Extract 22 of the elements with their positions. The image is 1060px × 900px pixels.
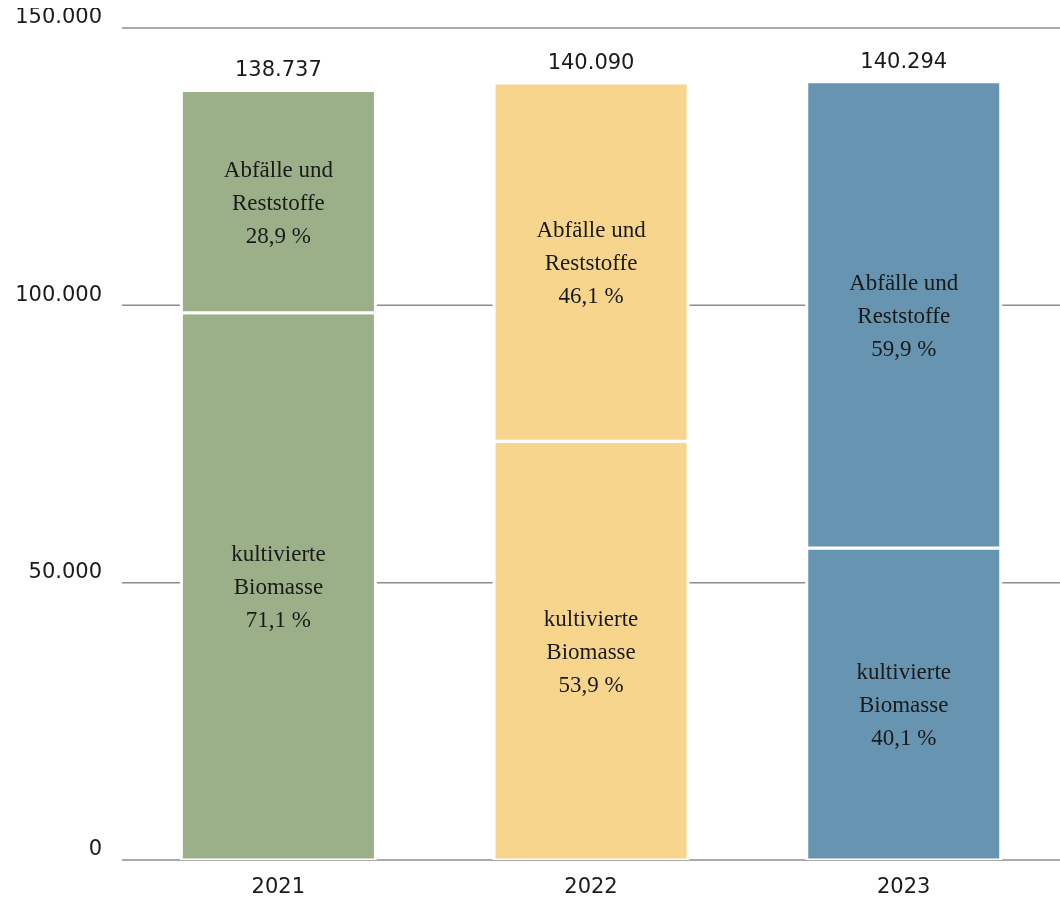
annotation: 46,1 % bbox=[558, 282, 624, 308]
y-tick-label: 100.000 bbox=[15, 281, 102, 306]
y-tick-label: 150.000 bbox=[15, 4, 102, 29]
annotation: 71,1 % bbox=[245, 606, 311, 632]
total-label: 140.294 bbox=[860, 48, 948, 73]
series-label: kultivierte Biomasse bbox=[231, 540, 326, 599]
x-tick-label: 2023 bbox=[876, 873, 931, 898]
text: Abfälle und Reststoffe bbox=[223, 156, 334, 215]
y-tick-label: 0 bbox=[88, 836, 102, 861]
x-tick-label: 2021 bbox=[251, 873, 306, 898]
text: Abfälle und Reststoffe bbox=[536, 216, 646, 275]
text: kultivierte Biomasse bbox=[543, 605, 639, 664]
text: kultivierte Biomasse bbox=[856, 658, 952, 717]
annotation: 59,9 % bbox=[871, 335, 937, 361]
y-tick-label: 50.000 bbox=[28, 559, 102, 584]
total-label: 140.090 bbox=[547, 49, 635, 74]
x-tick-label: 2022 bbox=[564, 873, 618, 898]
annotation: 28,9 % bbox=[245, 222, 311, 248]
series-label: Abfälle und Reststoffe bbox=[849, 269, 959, 328]
annotation: 40,1 % bbox=[871, 724, 937, 750]
annotation: 53,9 % bbox=[558, 671, 624, 697]
total-label: 138.737 bbox=[234, 57, 322, 82]
